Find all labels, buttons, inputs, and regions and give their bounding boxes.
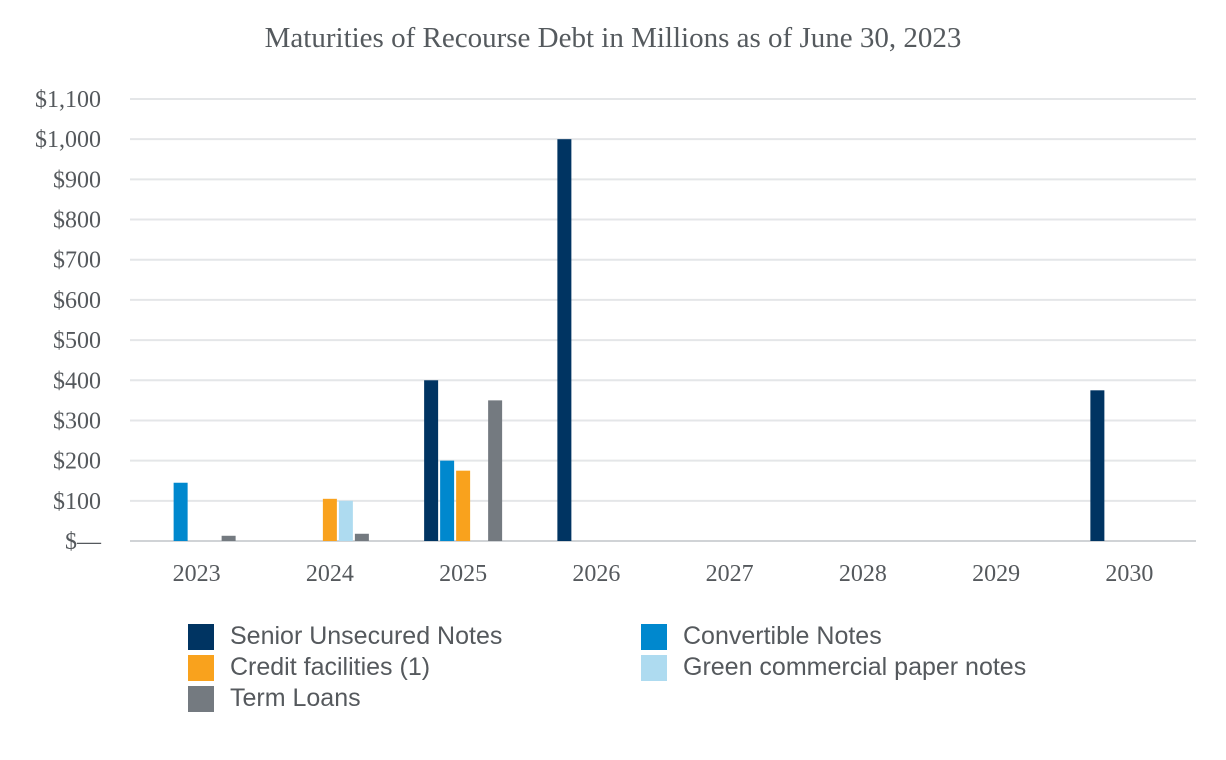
- legend-swatch: [188, 654, 214, 681]
- y-tick-label: $100: [53, 489, 101, 515]
- y-tick-label: $—: [65, 529, 102, 555]
- legend-swatch: [188, 623, 214, 650]
- x-tick-label: 2027: [706, 561, 754, 587]
- legend-label: Senior Unsecured Notes: [230, 622, 503, 650]
- x-tick-label: 2030: [1105, 561, 1153, 587]
- y-tick-label: $700: [53, 248, 101, 274]
- x-tick-label: 2024: [306, 561, 354, 587]
- x-tick-label: 2023: [173, 561, 221, 587]
- y-tick-label: $400: [53, 368, 101, 394]
- bar-senior-unsecured-notes-2026: [557, 139, 572, 541]
- legend-swatch: [641, 654, 667, 681]
- x-tick-label: 2029: [972, 561, 1020, 587]
- chart-title: Maturities of Recourse Debt in Millions …: [264, 22, 962, 54]
- x-tick-label: 2026: [572, 561, 620, 587]
- bar-term-loans-2025: [488, 400, 503, 541]
- y-tick-label: $300: [53, 408, 101, 434]
- y-tick-label: $200: [53, 449, 101, 475]
- y-tick-label: $900: [53, 167, 101, 193]
- y-tick-label: $1,100: [35, 87, 101, 113]
- bar-credit-facilities-1-2024: [322, 498, 337, 541]
- bar-credit-facilities-1-2025: [456, 470, 471, 541]
- bar-senior-unsecured-notes-2030: [1090, 390, 1105, 541]
- y-tick-label: $800: [53, 208, 101, 234]
- plot-area: $— $100 $200 $300 $400 $500 $600 $700 $800 $900 $1…: [35, 87, 1196, 587]
- legend-item: Senior Unsecured Notes: [188, 622, 502, 651]
- legend-item: Credit facilities (1): [188, 653, 430, 682]
- y-tick-label: $500: [53, 328, 101, 354]
- legend-label: Green commercial paper notes: [683, 653, 1027, 681]
- x-tick-label: 2028: [839, 561, 887, 587]
- legend-label: Convertible Notes: [683, 622, 882, 650]
- legend-label: Term Loans: [230, 684, 361, 712]
- y-tick-label: $1,000: [35, 127, 101, 153]
- legend-swatch: [188, 685, 214, 712]
- x-tick-label: 2025: [439, 561, 487, 587]
- legend-label: Credit facilities (1): [230, 653, 431, 681]
- bar-green-commercial-paper-notes-2024: [338, 500, 353, 541]
- bar-term-loans-2023: [221, 535, 236, 541]
- bar-term-loans-2024: [354, 533, 369, 541]
- legend-swatch: [641, 623, 667, 650]
- bar-convertible-notes-2023: [173, 482, 188, 541]
- bar-convertible-notes-2025: [440, 460, 455, 541]
- legend-item: Green commercial paper notes: [641, 653, 1026, 682]
- legend-item: Convertible Notes: [641, 622, 882, 651]
- y-tick-label: $600: [53, 288, 101, 314]
- legend-item: Term Loans: [188, 684, 361, 713]
- bar-senior-unsecured-notes-2025: [424, 380, 439, 541]
